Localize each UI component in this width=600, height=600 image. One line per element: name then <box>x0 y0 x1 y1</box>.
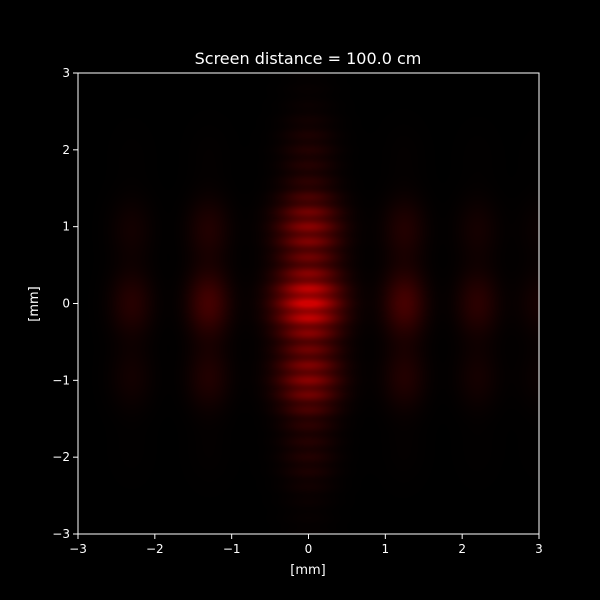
y-tick-label: −3 <box>52 527 70 541</box>
plot-frame <box>77 72 540 535</box>
x-tick-label: −3 <box>69 542 87 556</box>
y-tick-label: −2 <box>52 450 70 464</box>
y-tick-label: 0 <box>62 297 70 311</box>
x-tick-label: −2 <box>146 542 164 556</box>
x-axis: −3 −2 −1 0 1 2 3 <box>69 534 543 556</box>
intensity-heatmap <box>78 73 539 534</box>
y-axis-label: [mm] <box>27 286 42 321</box>
x-tick-label: 3 <box>535 542 543 556</box>
x-axis-label: [mm] <box>290 563 325 578</box>
y-tick-label: 2 <box>62 143 70 157</box>
y-tick-label: 3 <box>62 66 70 80</box>
y-axis: −3 −2 −1 0 1 2 3 <box>52 66 78 541</box>
x-tick-label: 2 <box>458 542 466 556</box>
x-tick-label: −1 <box>223 542 241 556</box>
y-tick-label: 1 <box>62 220 70 234</box>
x-tick-label: 0 <box>305 542 313 556</box>
y-tick-label: −1 <box>52 373 70 387</box>
chart-title: Screen distance = 100.0 cm <box>195 49 422 68</box>
x-tick-label: 1 <box>382 542 390 556</box>
